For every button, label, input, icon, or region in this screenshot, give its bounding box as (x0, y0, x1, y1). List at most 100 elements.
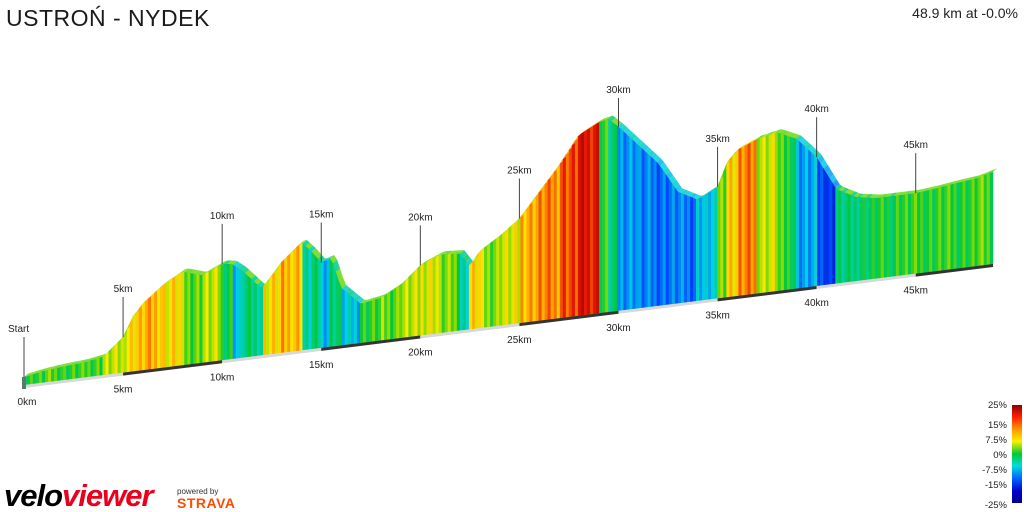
profile-segment (48, 369, 52, 383)
base-tick-label: 25km (507, 335, 531, 346)
profile-ridge (84, 357, 92, 363)
profile-area (23, 115, 998, 386)
marker-label: 45km (903, 140, 927, 151)
profile-ridge (387, 288, 395, 294)
profile-segment (41, 370, 46, 383)
profile-ridge (587, 124, 595, 130)
profile-segment (223, 263, 228, 361)
profile-ridge (684, 190, 692, 196)
profile-segment (211, 267, 215, 362)
profile-segment (326, 258, 331, 348)
profile-ridge (302, 239, 310, 247)
profile-ridge (832, 179, 840, 188)
profile-ridge (678, 188, 686, 194)
profile-segment (644, 150, 648, 308)
profile-segment (859, 197, 863, 281)
profile-ridge (39, 368, 47, 373)
profile-segment (456, 253, 461, 332)
profile-segment (75, 363, 79, 379)
profile-ridge (989, 168, 998, 173)
profile-ridge (372, 296, 380, 301)
profile-segment (405, 276, 409, 338)
profile-ridge (381, 292, 389, 298)
profile-ridge (747, 139, 755, 145)
profile-ridge (435, 251, 444, 257)
profile-segment (802, 143, 806, 289)
profile-segment (169, 278, 173, 368)
profile-segment (753, 138, 758, 295)
strava-logo[interactable]: STRAVA (177, 495, 236, 511)
profile-segment (668, 178, 673, 305)
veloviewer-logo[interactable]: veloviewer (4, 478, 154, 512)
profile-segment (729, 154, 733, 298)
profile-segment (459, 253, 464, 331)
profile-segment (278, 261, 282, 354)
profile-segment (199, 274, 203, 364)
profile-ridge (360, 299, 368, 304)
profile-segment (496, 235, 500, 327)
profile-ridge (793, 134, 801, 139)
profile-segment (471, 257, 476, 330)
profile-segment (190, 272, 194, 365)
profile-segment (590, 125, 594, 315)
profile-segment (584, 129, 588, 316)
profile-ridge (844, 189, 852, 194)
profile-segment (968, 179, 973, 268)
base-segment (816, 273, 916, 290)
profile-ridge (450, 250, 459, 255)
profile-segment (126, 322, 131, 373)
profile-segment (293, 246, 297, 352)
profile-segment (468, 262, 473, 330)
profile-ridge (672, 179, 680, 188)
profile-ridge (668, 175, 677, 184)
profile-segment (387, 291, 391, 340)
profile-ridge (950, 180, 958, 185)
base-segment (717, 286, 817, 302)
base-segment (618, 298, 718, 314)
profile-segment (641, 147, 645, 309)
profile-ridge (229, 260, 238, 265)
profile-segment (44, 369, 49, 383)
profile-ridge (51, 365, 59, 370)
profile-ridge (184, 268, 192, 273)
profile-ridge (626, 130, 634, 137)
profile-segment (359, 302, 364, 344)
profile-ridge (859, 193, 867, 198)
profile-segment (608, 118, 612, 313)
profile-ridge (33, 369, 41, 375)
profile-ridge (983, 170, 992, 176)
profile-ridge (363, 298, 371, 304)
profile-ridge (620, 125, 628, 132)
profile-segment (390, 289, 394, 340)
profile-ridge (190, 269, 198, 274)
profile-ridge (805, 143, 813, 150)
profile-ridge (444, 250, 453, 255)
profile-segment (747, 142, 751, 295)
profile-ridge (902, 190, 910, 195)
profile-segment (381, 295, 385, 341)
profile-ridge (647, 150, 656, 157)
profile-ridge (871, 194, 880, 199)
profile-segment (680, 192, 685, 304)
profile-segment (247, 275, 252, 358)
profile-segment (702, 194, 706, 301)
base-tick-label: 40km (804, 298, 828, 309)
profile-segment (883, 196, 888, 278)
profile-segment (453, 253, 458, 332)
profile-segment (441, 254, 446, 334)
profile-ridge (45, 366, 53, 371)
profile-segment (647, 153, 652, 308)
profile-ridge (835, 184, 843, 191)
profile-segment (677, 191, 682, 304)
profile-segment (193, 273, 197, 365)
profile-segment (871, 197, 876, 280)
profile-segment (132, 311, 137, 372)
profile-segment (508, 225, 512, 325)
profile-segment (914, 192, 918, 275)
route-summary: 48.9 km at -0.0% (912, 5, 1018, 21)
profile-segment (950, 183, 954, 270)
profile-segment (829, 177, 833, 285)
profile-ridge (980, 171, 989, 177)
profile-ridge (659, 162, 668, 171)
profile-segment (529, 199, 533, 323)
